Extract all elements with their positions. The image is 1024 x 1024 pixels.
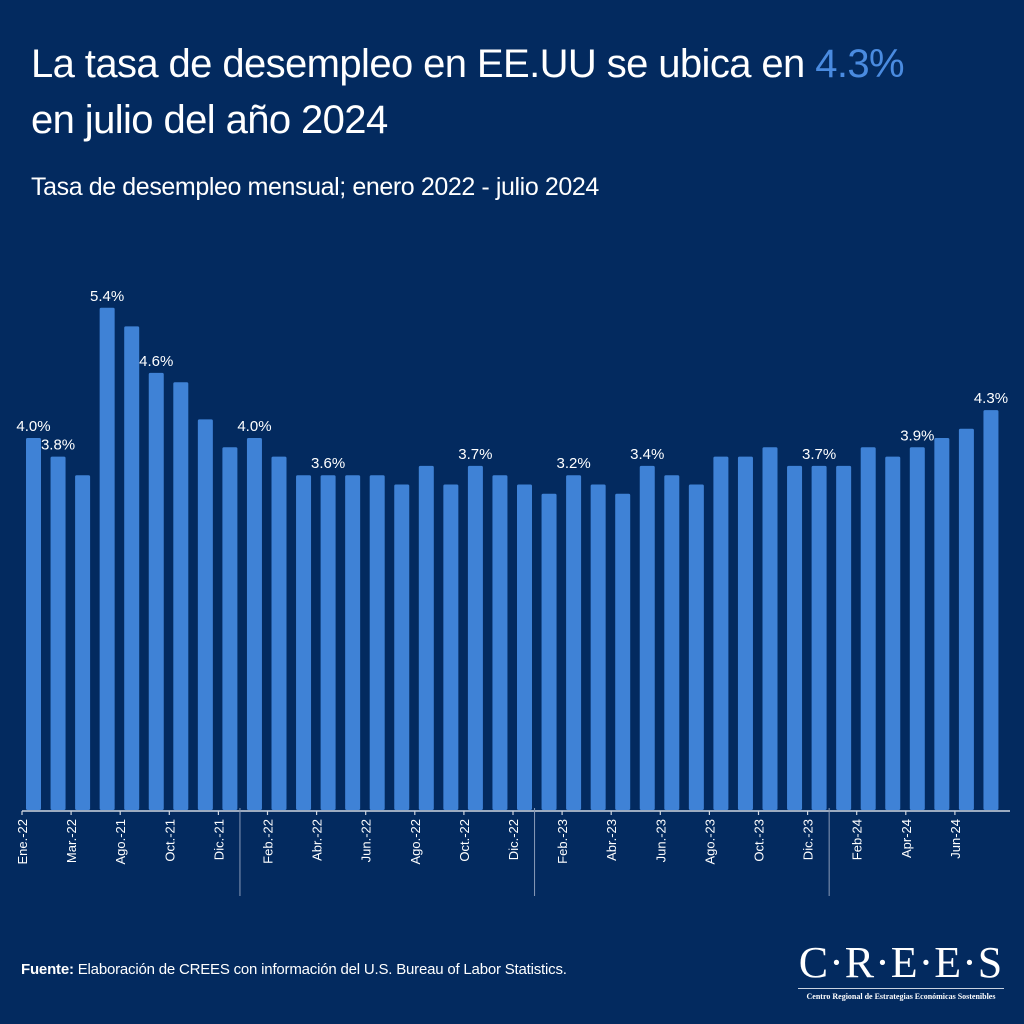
- data-label: 3.6%: [311, 455, 345, 472]
- x-tick-label: Jun.-23: [653, 819, 668, 862]
- data-label: 4.0%: [16, 418, 50, 435]
- x-tick-label: Apr-24: [899, 819, 914, 858]
- bar: [811, 465, 827, 810]
- bar: [296, 475, 312, 810]
- bar: [492, 475, 508, 810]
- bar: [148, 372, 164, 810]
- x-tick-label: Feb.-22: [261, 819, 276, 864]
- bar: [885, 456, 901, 810]
- x-tick-label: Ago.-21: [113, 819, 128, 865]
- data-label: 3.9%: [900, 427, 934, 444]
- data-label: 3.4%: [630, 446, 664, 463]
- logo-mark: C·R·E·E·S: [798, 938, 1004, 987]
- bar: [737, 456, 753, 810]
- bar: [639, 465, 655, 810]
- crees-logo: C·R·E·E·S Centro Regional de Estrategias…: [798, 940, 1004, 1001]
- x-tick-label: Mar.-22: [64, 819, 79, 863]
- data-label: 3.7%: [802, 446, 836, 463]
- title-prefix: La tasa de desempleo en EE.UU se ubica e…: [31, 42, 816, 86]
- bar: [983, 410, 999, 810]
- logo-tagline: Centro Regional de Estrategias Económica…: [806, 992, 996, 1001]
- bar: [836, 465, 852, 810]
- bar: [566, 475, 582, 810]
- x-tick-label: Oct.-21: [162, 819, 177, 862]
- bar: [664, 475, 680, 810]
- x-tick-label: Abr.-23: [604, 819, 619, 861]
- bar: [271, 456, 287, 810]
- data-label: 3.2%: [556, 455, 590, 472]
- data-label: 3.7%: [458, 446, 492, 463]
- chart-title: La tasa de desempleo en EE.UU se ubica e…: [31, 36, 1011, 148]
- bar: [197, 419, 213, 810]
- x-tick-label: Jun.-22: [359, 819, 374, 862]
- x-tick-label: Dic.-22: [506, 819, 521, 860]
- bar: [590, 484, 606, 810]
- data-labels-group: 4.0% 3.8% 5.4% 4.6% 4.0% 3.6% 3.7% 3.2% 3.4% 3.7%…: [16, 288, 1008, 472]
- data-label: 3.8%: [41, 437, 75, 454]
- bar: [345, 475, 361, 810]
- bar: [246, 438, 262, 810]
- year-separators-group: [239, 808, 830, 896]
- x-tick-label: Abr.-22: [310, 819, 325, 861]
- data-label: 5.4%: [90, 288, 124, 305]
- x-tick-label: Feb-24: [850, 819, 865, 860]
- bar: [394, 484, 410, 810]
- data-label: 4.3%: [974, 390, 1008, 407]
- bar: [173, 382, 189, 810]
- logo-rule: [798, 988, 1004, 989]
- bar-chart: 4.0% 3.8% 5.4% 4.6% 4.0% 3.6% 3.7% 3.2% 3.4% 3.7%…: [15, 288, 1010, 896]
- bar: [75, 475, 91, 810]
- bar: [909, 447, 925, 810]
- bars-group: [26, 307, 999, 810]
- title-highlight-value: 4.3%: [815, 42, 904, 86]
- title-suffix: en julio del año 2024: [31, 98, 388, 142]
- bar: [517, 484, 532, 810]
- data-label: 4.6%: [139, 353, 173, 370]
- bar: [934, 438, 950, 810]
- x-tick-label: Ago.-23: [702, 819, 717, 865]
- x-tick-label: Oct.-23: [752, 819, 767, 862]
- bar: [124, 326, 140, 810]
- bar: [615, 493, 631, 810]
- bar: [418, 465, 434, 810]
- bar: [369, 475, 385, 810]
- bar: [320, 475, 336, 810]
- x-tick-label: Jun-24: [948, 819, 963, 859]
- bar: [222, 447, 238, 810]
- bar: [958, 428, 974, 810]
- bar: [787, 465, 803, 810]
- x-ticks-group: Ene.-22 Mar.-22 Ago.-21 Oct.-21 Dic.-21 Feb.-…: [15, 811, 963, 865]
- bar: [860, 447, 876, 810]
- chart-subtitle: Tasa de desempleo mensual; enero 2022 - …: [31, 173, 599, 201]
- data-label: 4.0%: [237, 418, 271, 435]
- bar: [467, 465, 483, 810]
- bar: [443, 484, 459, 810]
- x-tick-label: Dic.-23: [801, 819, 816, 860]
- x-tick-label: Dic.-21: [211, 819, 226, 860]
- source-label: Fuente:: [21, 961, 74, 978]
- bar: [713, 456, 729, 810]
- x-tick-label: Feb.-23: [555, 819, 570, 864]
- bar: [26, 438, 41, 810]
- x-tick-label: Ago.-22: [408, 819, 423, 865]
- source-text: Elaboración de CREES con información del…: [73, 961, 567, 978]
- bar: [762, 447, 778, 810]
- bar: [541, 493, 557, 810]
- bar: [688, 484, 704, 810]
- x-tick-label: Ene.-22: [15, 819, 30, 865]
- source-note: Fuente: Elaboración de CREES con informa…: [21, 961, 567, 978]
- bar: [99, 307, 115, 810]
- x-tick-label: Oct.-22: [457, 819, 472, 862]
- bar: [50, 456, 66, 810]
